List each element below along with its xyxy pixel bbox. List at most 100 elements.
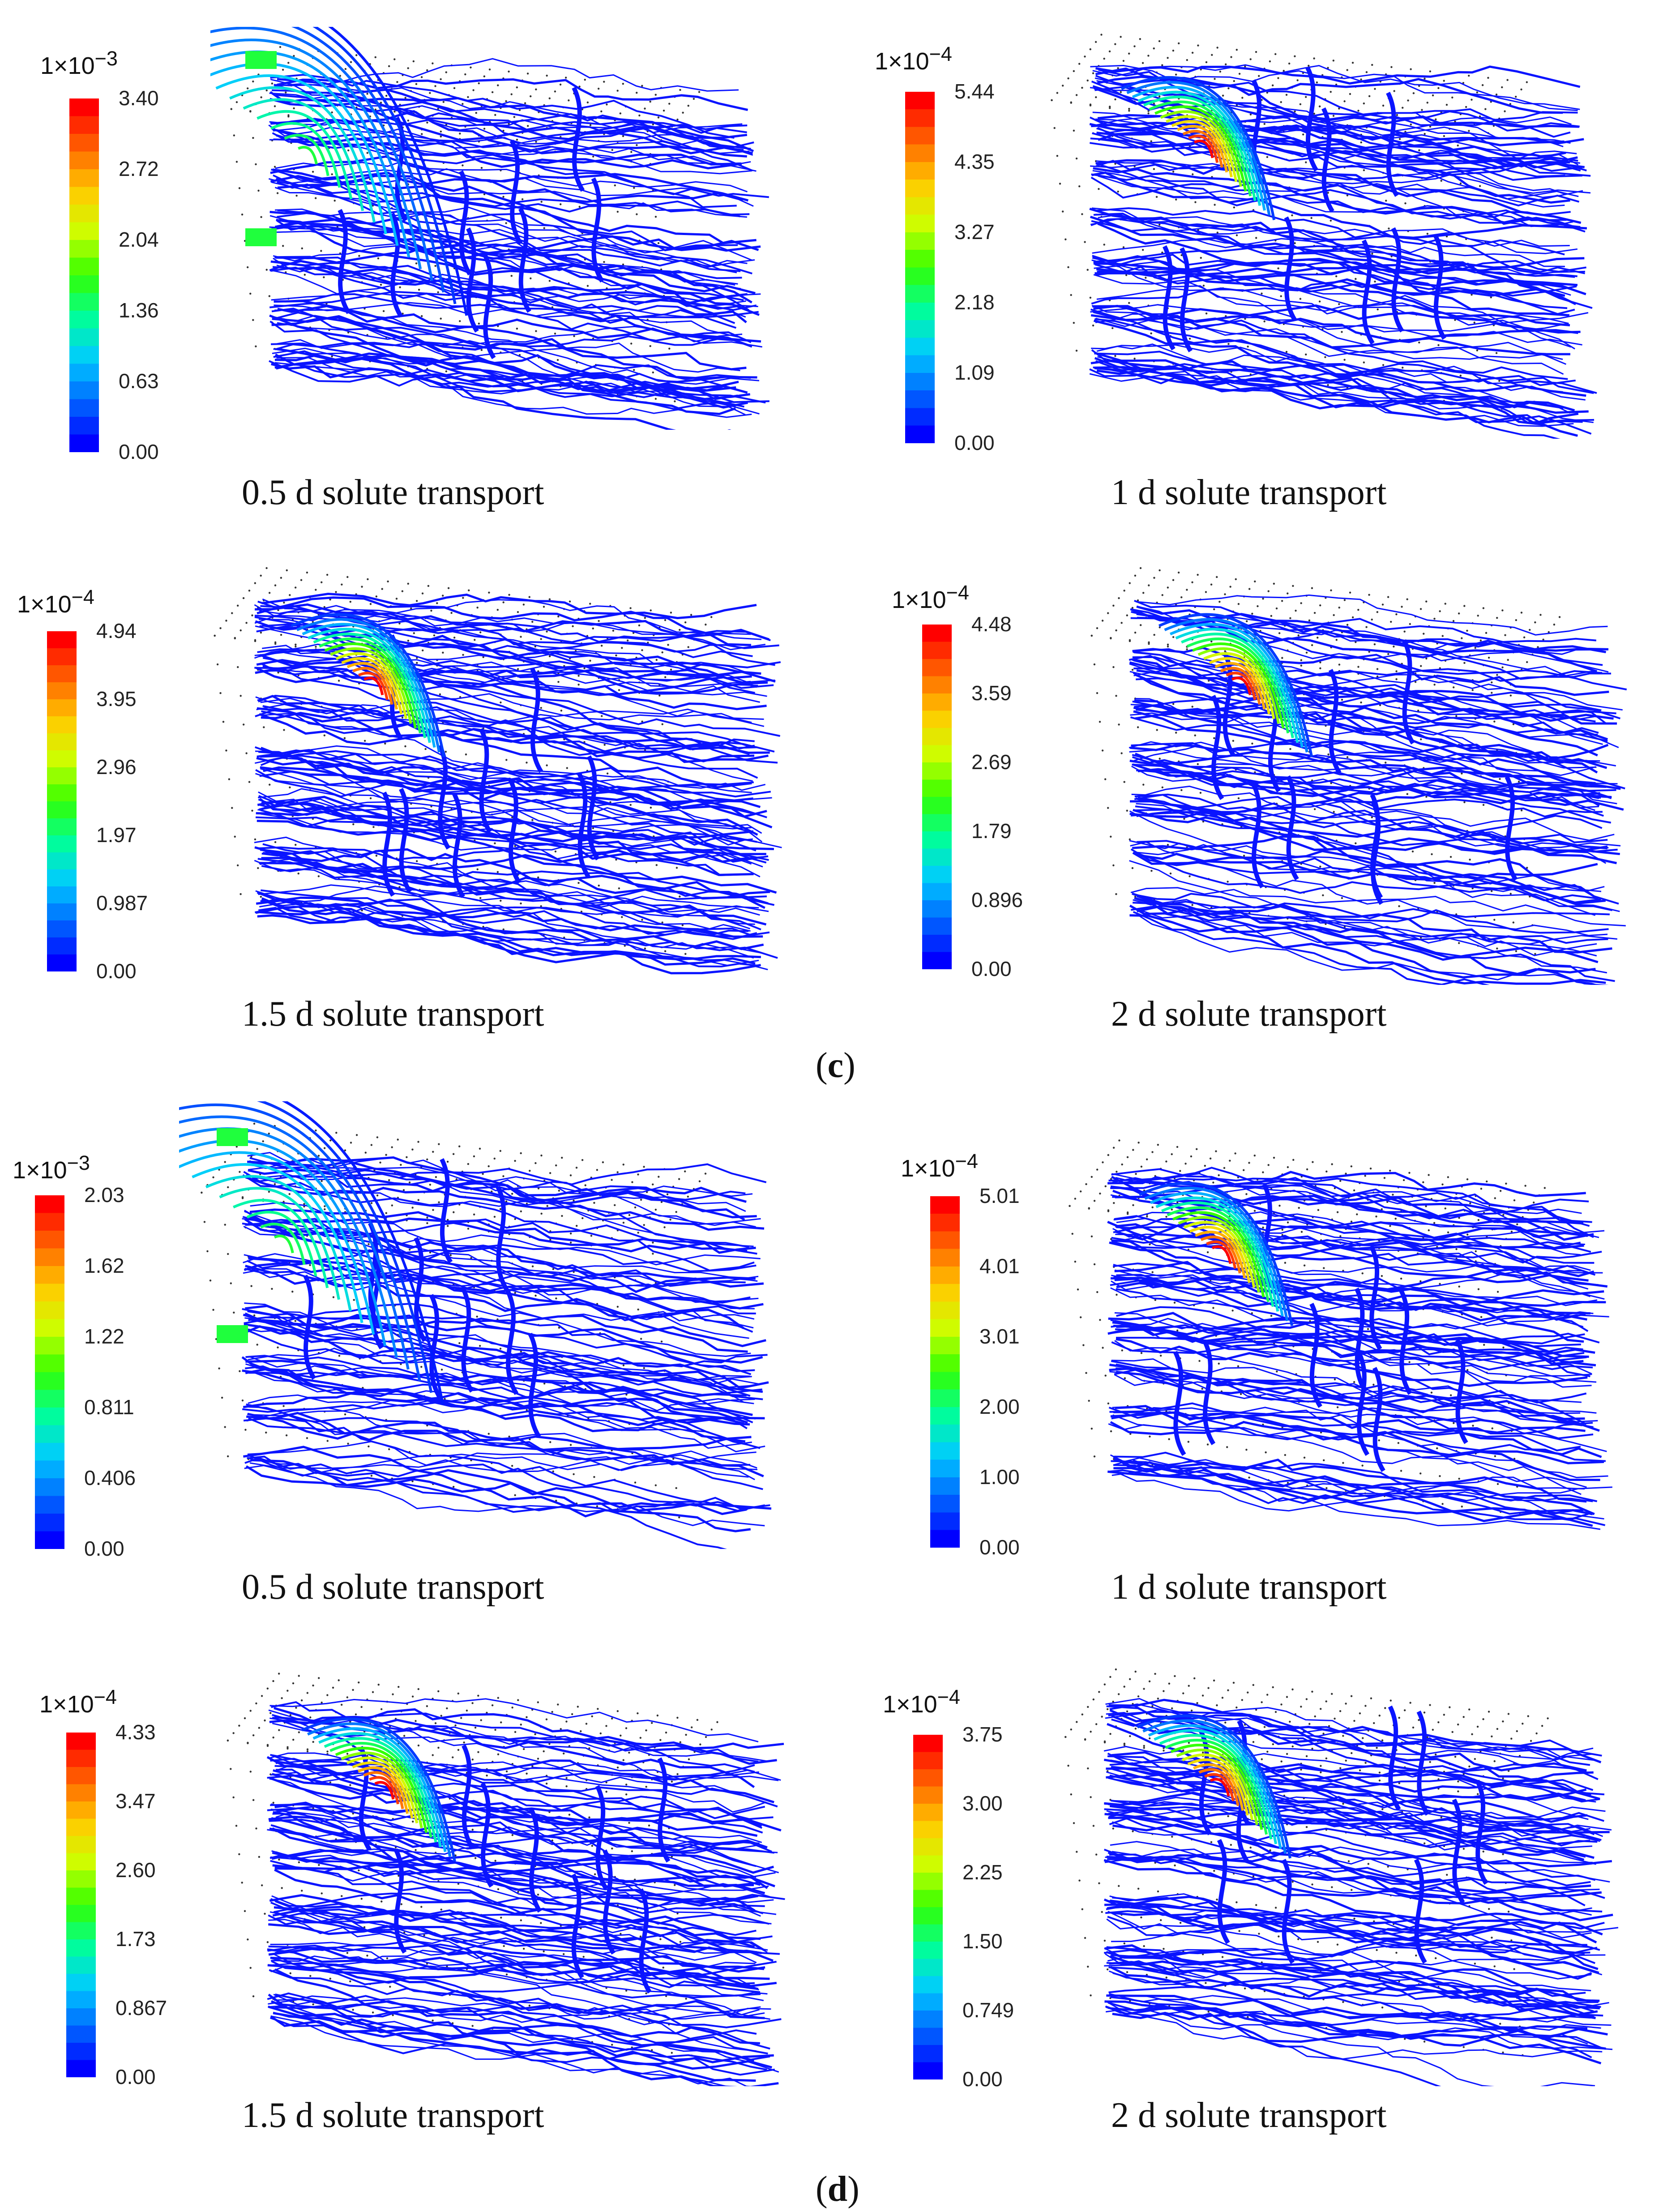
colorbar-tick-label: 3.00 (962, 1792, 1003, 1815)
panel-caption: 1.5 d solute transport (242, 2096, 544, 2135)
colorbar (930, 1196, 960, 1548)
colorbar-tick-label: 1.79 (971, 819, 1012, 843)
panel-caption: 2 d solute transport (1111, 2096, 1387, 2135)
colorbar-tick-label: 1.50 (962, 1930, 1003, 1953)
colorbar-tick-label: 1.97 (96, 823, 137, 847)
colorbar-scale: 1×10−4 (892, 581, 969, 613)
solute-plume (179, 1101, 445, 1405)
colorbar-tick-label: 3.47 (115, 1789, 156, 1813)
flow-network-3d (214, 567, 782, 975)
panel-caption: 1 d solute transport (1111, 473, 1387, 512)
colorbar-tick-label: 0.00 (84, 1537, 124, 1560)
colorbar-scale: 1×10−3 (40, 47, 118, 79)
flow-network-3d (1090, 567, 1627, 985)
colorbar-tick-label: 1.62 (84, 1254, 124, 1277)
colorbar-tick-label: 3.59 (971, 681, 1012, 705)
colorbar-scale: 1×10−4 (17, 586, 94, 618)
colorbar-tick-label: 2.00 (979, 1395, 1020, 1418)
colorbar-tick-label: 0.867 (115, 1996, 167, 2019)
colorbar-tick-label: 3.27 (954, 220, 995, 244)
panel-d-2: 1×10−4 1 d solute transport 5.01 4.01 3.01… (838, 1101, 1676, 1639)
colorbar-scale: 1×10−4 (875, 43, 952, 75)
flowlines (1089, 64, 1597, 439)
flow-network-3d (210, 27, 770, 430)
panel-c-1: 1×10−3 0.5 d solute transport 3.40 2.72 2.… (0, 0, 838, 537)
colorbar-tick-label: 3.75 (962, 1723, 1003, 1746)
panel-caption: 2 d solute transport (1111, 994, 1387, 1034)
colorbar (913, 1735, 943, 2079)
colorbar-scale: 1×10−4 (883, 1686, 960, 1718)
colorbar-tick-label: 2.04 (119, 228, 159, 251)
colorbar-tick-label: 1.00 (979, 1465, 1020, 1489)
colorbar-tick-label: 0.63 (119, 369, 159, 393)
colorbar (47, 631, 77, 971)
colorbar-tick-label: 5.44 (954, 80, 995, 103)
panel-caption: 1.5 d solute transport (242, 994, 544, 1034)
colorbar-tick-label: 2.72 (119, 157, 159, 180)
flow-network-3d (1065, 1668, 1619, 2086)
colorbar (922, 625, 952, 969)
solute-plume (1138, 1182, 1294, 1326)
panel-c-3: 1×10−4 1.5 d solute transport 4.94 3.95 2.… (0, 537, 838, 1057)
panel-c-2: 1×10−4 1 d solute transport 5.44 4.35 3.27… (838, 0, 1676, 537)
colorbar-tick-label: 2.69 (971, 750, 1012, 774)
colorbar-tick-label: 1.09 (954, 361, 995, 384)
colorbar-tick-label: 5.01 (979, 1184, 1020, 1207)
colorbar (66, 1733, 96, 2077)
flow-network-3d (1051, 34, 1597, 439)
colorbar-tick-label: 0.00 (96, 959, 137, 983)
colorbar (35, 1195, 64, 1549)
panel-d-4: 1×10−4 2 d solute transport 3.75 3.00 2.25… (838, 1639, 1676, 2158)
colorbar-tick-label: 1.36 (119, 299, 159, 322)
flowlines (1107, 1167, 1612, 1530)
colorbar-tick-label: 0.00 (115, 2065, 156, 2088)
colorbar-tick-label: 0.00 (962, 2067, 1003, 2091)
colorbar-tick-label: 3.01 (979, 1325, 1020, 1348)
colorbar-tick-label: 0.896 (971, 888, 1023, 911)
colorbar-scale: 1×10−4 (39, 1686, 117, 1718)
flow-network-3d (179, 1101, 772, 1549)
panel-caption: 0.5 d solute transport (242, 1567, 544, 1607)
figure-label-d: (d) (816, 2169, 859, 2209)
colorbar-tick-label: 4.01 (979, 1254, 1020, 1278)
colorbar-tick-label: 0.00 (979, 1536, 1020, 1559)
colorbar (69, 98, 99, 452)
panel-d-3: 1×10−4 1.5 d solute transport 4.33 3.47 2.… (0, 1639, 838, 2158)
colorbar-tick-label: 3.95 (96, 687, 137, 710)
panel-caption: 0.5 d solute transport (242, 473, 544, 512)
solute-plume (1137, 1714, 1291, 1859)
colorbar-tick-label: 3.40 (119, 86, 159, 110)
colorbar-tick-label: 2.18 (954, 291, 995, 314)
colorbar-tick-label: 0.00 (119, 440, 159, 463)
colorbar-tick-label: 2.03 (84, 1183, 124, 1207)
panel-c-4: 1×10−4 2 d solute transport 4.48 3.59 2.69… (838, 537, 1676, 1057)
colorbar-tick-label: 2.96 (96, 755, 137, 779)
colorbar-tick-label: 4.35 (954, 150, 995, 173)
flowlines (268, 58, 770, 430)
colorbar-tick-label: 0.749 (962, 1998, 1014, 2022)
panel-d-1: 1×10−3 0.5 d solute transport 2.03 1.62 1.… (0, 1101, 838, 1639)
flowlines (1129, 594, 1627, 985)
colorbar-tick-label: 0.00 (954, 431, 995, 454)
colorbar-tick-label: 4.94 (96, 619, 137, 642)
colorbar-scale: 1×10−4 (901, 1150, 978, 1182)
colorbar-tick-label: 2.25 (962, 1861, 1003, 1884)
colorbar-tick-label: 4.48 (971, 612, 1012, 636)
solute-plume (291, 613, 445, 757)
colorbar-tick-label: 4.33 (115, 1720, 156, 1744)
colorbar-tick-label: 1.22 (84, 1325, 124, 1348)
colorbar-tick-label: 0.00 (971, 957, 1012, 980)
figure-label-c: (c) (816, 1046, 855, 1085)
flow-network-3d (227, 1673, 785, 2086)
colorbar-tick-label: 0.406 (84, 1466, 136, 1489)
colorbar-tick-label: 2.60 (115, 1858, 156, 1882)
solute-plume (1120, 76, 1276, 220)
colorbar (905, 92, 935, 443)
colorbar-tick-label: 0.811 (84, 1395, 134, 1419)
flowlines (254, 592, 782, 975)
flowlines (1103, 1698, 1619, 2086)
colorbar-tick-label: 1.73 (115, 1927, 156, 1951)
flow-network-3d (1069, 1139, 1612, 1530)
colorbar-tick-label: 0.987 (96, 891, 148, 915)
colorbar-scale: 1×10−3 (13, 1151, 90, 1184)
